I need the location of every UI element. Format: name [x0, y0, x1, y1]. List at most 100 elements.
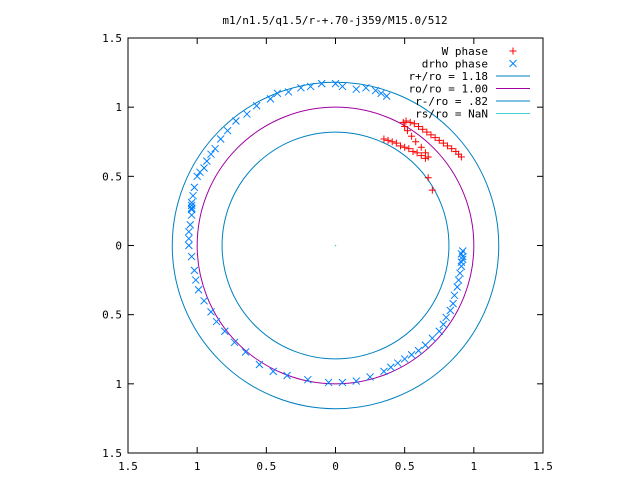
data-point [200, 296, 208, 305]
y-tick-label: 0.5 [102, 170, 122, 183]
data-point [428, 334, 437, 343]
data-point [187, 252, 196, 261]
data-point [408, 132, 416, 140]
data-point [453, 283, 462, 291]
data-point [324, 378, 333, 387]
data-point [454, 276, 463, 284]
plot-area [171, 79, 500, 410]
data-point [185, 241, 193, 250]
data-point [424, 174, 432, 182]
y-tick-label: 1.5 [102, 32, 122, 45]
data-point [185, 227, 193, 236]
data-point [269, 367, 278, 376]
data-point [187, 205, 196, 214]
circle-series-3 [196, 106, 475, 385]
x-tick-label: 0 [332, 460, 339, 473]
data-point [189, 191, 197, 200]
data-point [446, 306, 455, 315]
data-point [413, 149, 421, 157]
axis-ticks: 1.5 1 0.5 0 0.5 1 1.51.510.500.511.5 [102, 32, 553, 473]
legend-label: rs/ro = NaN [415, 108, 488, 121]
data-point [377, 89, 386, 98]
data-point [283, 371, 291, 380]
data-point [435, 136, 443, 144]
data-point [458, 247, 467, 255]
data-point [435, 327, 444, 336]
x-tick-label: 1.5 [118, 460, 138, 473]
data-point [190, 266, 199, 275]
data-point [414, 346, 423, 355]
data-point [371, 86, 380, 95]
data-point [388, 138, 396, 146]
data-point [187, 204, 196, 213]
data-point [407, 350, 416, 359]
data-point [386, 363, 395, 372]
data-point [232, 117, 240, 125]
data-point [366, 373, 374, 381]
data-point [421, 149, 429, 157]
data-point [439, 139, 447, 147]
x-tick-label: 1 [471, 460, 478, 473]
data-point [220, 327, 229, 336]
data-point [393, 359, 402, 367]
data-point [449, 299, 457, 308]
y-tick-label: 1.5 [102, 447, 122, 460]
data-point [352, 85, 361, 94]
data-point [409, 147, 417, 155]
data-point [284, 88, 293, 96]
data-point [457, 258, 466, 266]
data-point [392, 139, 400, 147]
data-point [403, 127, 411, 135]
legend-marker [509, 59, 517, 68]
legend-marker [509, 47, 517, 55]
data-point [317, 79, 326, 88]
data-point [352, 377, 361, 385]
data-point [216, 135, 225, 143]
data-point [303, 375, 312, 384]
data-point [410, 120, 418, 128]
data-point [187, 211, 196, 219]
data-point [191, 276, 200, 284]
legend-label: ro/ro = 1.00 [409, 83, 488, 96]
x-tick-label: 1.5 [533, 460, 553, 473]
data-point [306, 82, 315, 91]
data-point [417, 152, 425, 160]
data-point [243, 110, 251, 118]
data-point [421, 341, 430, 349]
data-point [186, 220, 195, 229]
data-point [412, 138, 420, 146]
circle-series-4 [221, 131, 450, 360]
data-point [401, 123, 409, 131]
y-tick-label: 1 [115, 378, 122, 391]
data-point [419, 125, 427, 133]
data-point [212, 317, 221, 326]
data-point [402, 117, 410, 125]
data-point [415, 123, 422, 131]
data-point [230, 338, 239, 347]
data-point [382, 92, 391, 100]
data-point [405, 145, 413, 153]
legend-label: r+/ro = 1.18 [409, 70, 488, 83]
data-point [439, 320, 448, 329]
data-point [457, 262, 466, 271]
data-point [380, 135, 388, 143]
data-point [187, 198, 196, 207]
series-w-phase [380, 117, 465, 194]
data-point [428, 186, 436, 194]
data-point [362, 83, 370, 92]
data-point [401, 143, 409, 151]
data-point [457, 153, 465, 161]
data-point [456, 269, 464, 278]
data-point [457, 249, 466, 258]
y-tick-label: 0 [115, 240, 122, 253]
data-point [202, 157, 211, 165]
legend-label: W phase [442, 45, 488, 58]
series-drho-phase [185, 79, 467, 387]
data-point [384, 136, 392, 144]
legend-label: r-/ro = .82 [415, 95, 488, 108]
chart-title: m1/n1.5/q1.5/r-+.70-j359/M15.0/512 [222, 14, 447, 27]
data-point [397, 142, 405, 150]
circle-series-2 [171, 81, 500, 410]
